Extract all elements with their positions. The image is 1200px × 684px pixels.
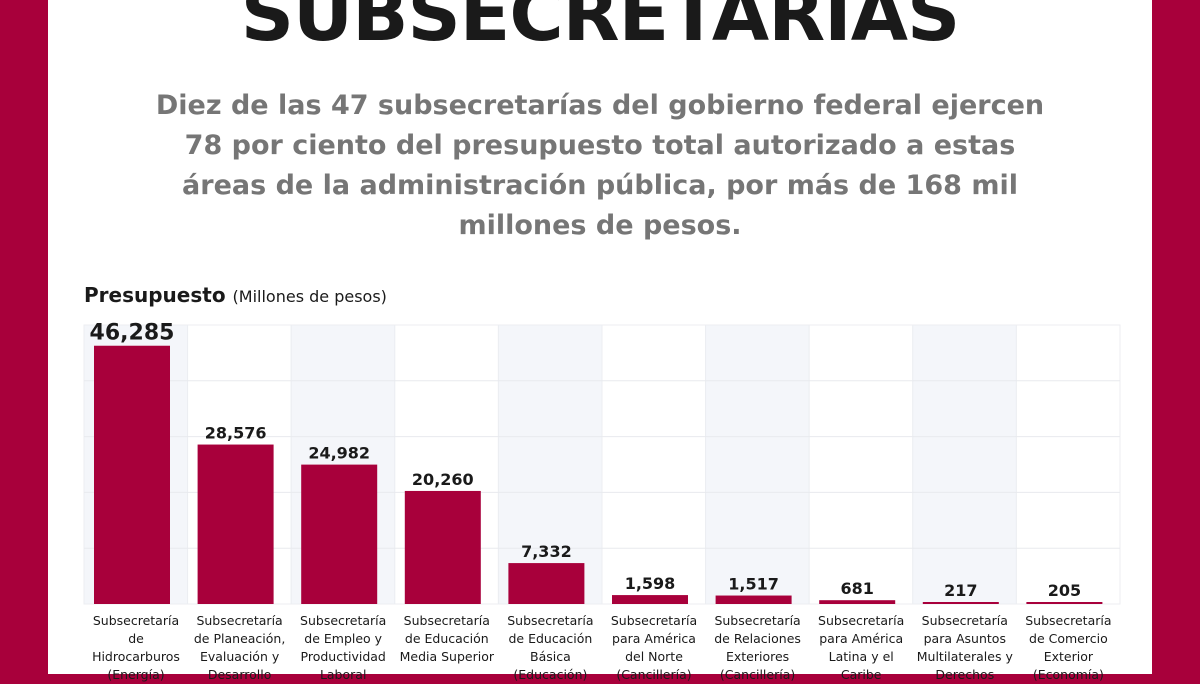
bar xyxy=(922,602,999,604)
column-background xyxy=(705,324,810,605)
value-label: 217 xyxy=(944,581,977,600)
column-background xyxy=(497,324,603,605)
bar xyxy=(715,595,792,604)
page-title: SUBSECRETARÍAS xyxy=(240,0,961,58)
category-label: Subsecretaría para Asuntos Multilaterale… xyxy=(916,613,1013,682)
column-background xyxy=(912,324,1017,605)
category-label: Subsecretaría de Educación Básica (Educa… xyxy=(507,613,594,682)
value-label: 20,260 xyxy=(412,470,474,489)
bar xyxy=(197,444,274,604)
category-label: Subsecretaría para América del Norte (Ca… xyxy=(610,613,698,682)
category-label: Subsecretaría de Hidrocarburos (Energía) xyxy=(92,613,180,682)
value-label: 28,576 xyxy=(205,424,267,443)
bar xyxy=(612,595,688,604)
bar xyxy=(819,600,896,604)
value-label: 7,332 xyxy=(521,542,572,561)
category-label: Subsecretaría de Relaciones Exteriores (… xyxy=(714,613,801,682)
category-label: Subsecretaría de Planeación, Evaluación … xyxy=(193,613,286,682)
chart-title: Presupuesto (Millones de pesos) xyxy=(84,283,387,307)
category-label: Subsecretaría de Comercio Exterior (Econ… xyxy=(1025,613,1112,682)
category-label: Subsecretaría de Educación Media Superio… xyxy=(399,613,494,664)
column-background xyxy=(601,324,707,605)
value-label: 681 xyxy=(840,579,873,598)
value-label: 205 xyxy=(1048,581,1081,600)
value-label: 1,517 xyxy=(728,575,779,594)
value-label: 24,982 xyxy=(308,444,370,463)
bar xyxy=(508,563,585,604)
value-label: 46,285 xyxy=(90,321,175,346)
column-background xyxy=(808,324,914,605)
chart-unit: (Millones de pesos) xyxy=(232,287,387,306)
subtitle: Diez de las 47 subsecretarías del gobier… xyxy=(155,90,1045,241)
value-label: 1,598 xyxy=(625,574,676,593)
column-background xyxy=(1015,324,1121,605)
bar xyxy=(301,464,378,604)
bar xyxy=(404,490,481,604)
bar xyxy=(1026,602,1103,604)
category-label: Subsecretaría de Empleo y Productividad … xyxy=(300,613,387,682)
chart-title-text: Presupuesto xyxy=(84,283,226,307)
bar xyxy=(94,345,170,604)
category-label: Subsecretaría para América Latina y el C… xyxy=(818,613,905,682)
